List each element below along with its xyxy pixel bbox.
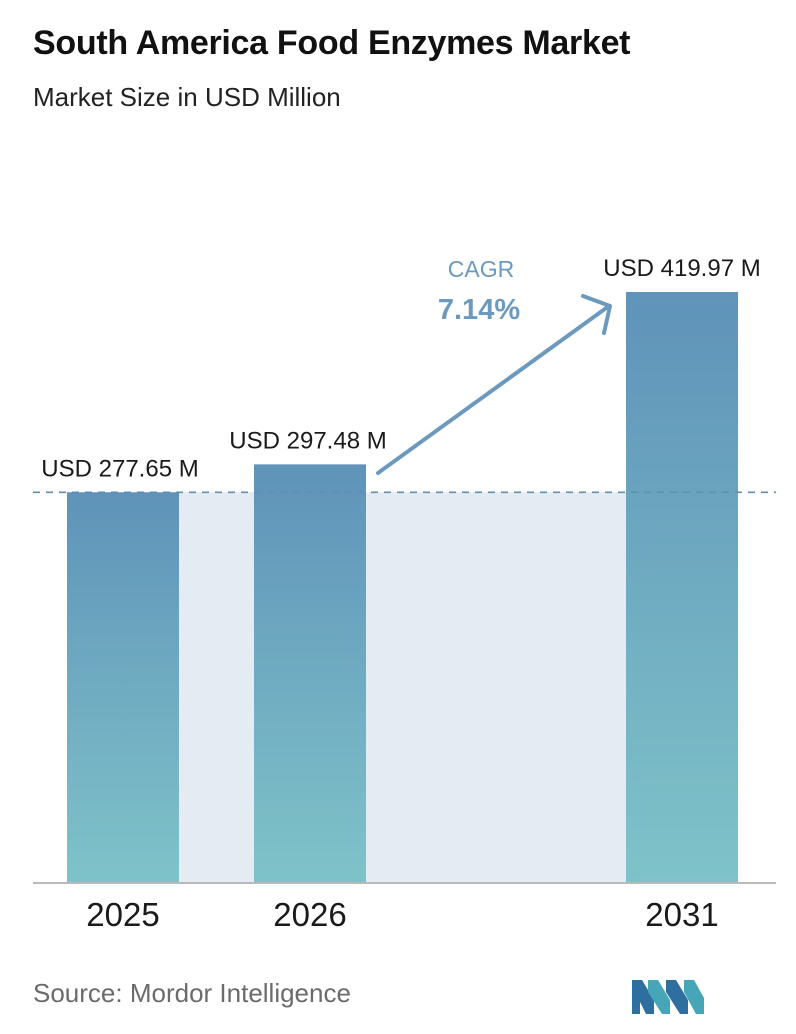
cagr-arrow-line [376,304,611,475]
source-credit: Source: Mordor Intelligence [33,978,351,1008]
bar-2025 [67,492,179,883]
cagr-label: CAGR [448,256,514,282]
chart-subtitle: Market Size in USD Million [33,82,341,112]
cagr-value: 7.14% [438,294,520,326]
bar-2031 [626,292,738,883]
data-label-2025: USD 277.65 M [41,455,198,482]
x-tick-label-2025: 2025 [86,896,159,933]
chart-title: South America Food Enzymes Market [33,24,631,62]
data-label-2031: USD 419.97 M [603,255,760,282]
bar-2026 [254,464,366,883]
x-tick-label-2026: 2026 [273,896,346,933]
data-label-2026: USD 297.48 M [229,427,386,454]
x-tick-label-2031: 2031 [645,896,718,933]
cagr-arrow-head-icon [581,294,612,335]
mordor-intelligence-logo-icon [632,980,704,1014]
